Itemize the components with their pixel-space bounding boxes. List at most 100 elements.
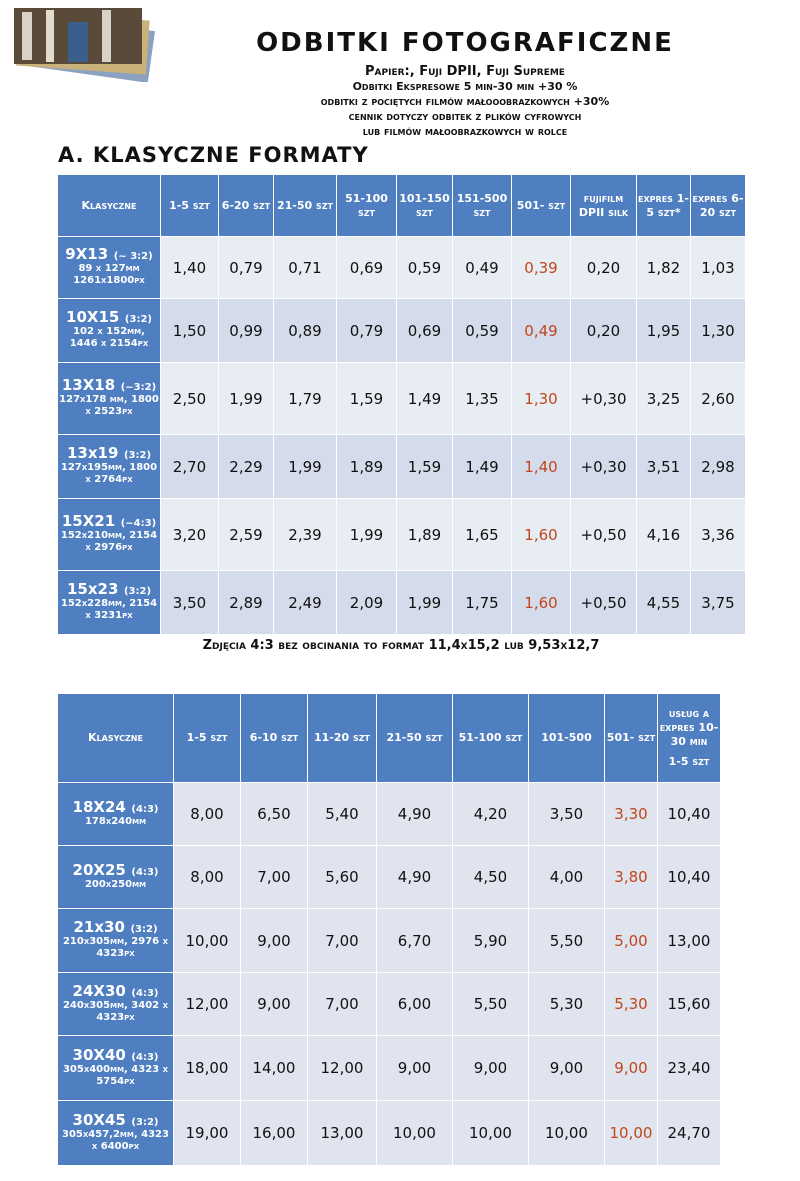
price-cell: 2,29 xyxy=(218,434,274,499)
price-cell: 4,50 xyxy=(452,845,529,909)
price-cell: 9,00 xyxy=(528,1035,605,1101)
header-cell: usług a expres 10-30 min 1-5 szt xyxy=(657,693,721,783)
price-cell: +0,50 xyxy=(570,498,637,571)
details: 127x195mm, 1800 x 2764px xyxy=(60,462,158,485)
format-cell: 30X40 (4:3) 305x400mm, 4323 x 5754px xyxy=(57,1035,174,1101)
subtitle-line: cennik dotyczy odbitek z plików cyfrowyc… xyxy=(348,110,582,123)
price-cell: 10,00 xyxy=(173,908,241,973)
price-cell: 2,50 xyxy=(160,362,219,435)
header-cell: 51-100 szt xyxy=(336,174,397,237)
header-text: 51-100 szt xyxy=(345,191,388,219)
price-cell: 12,00 xyxy=(173,972,241,1036)
row: 15X21 (~4:3) 152x210mm, 2154 x 2976px 3,20… xyxy=(57,498,746,571)
header-text: 1-5 szt xyxy=(186,731,228,744)
price-cell: 10,40 xyxy=(657,782,721,846)
header-cell: expres 1-5 szt* xyxy=(636,174,691,237)
details: 152x228mm, 2154 x 3231px xyxy=(60,598,158,621)
price-cell: 4,90 xyxy=(376,782,453,846)
format-cell: 10X15 (3:2) 102 x 152mm, 1446 x 2154px xyxy=(57,298,161,363)
format: 21x30 xyxy=(73,918,125,936)
price-cell: 1,99 xyxy=(218,362,274,435)
header-cell: 6-10 szt xyxy=(240,693,308,783)
format-cell: 21x30 (3:2) 210x305mm, 2976 x 4323px xyxy=(57,908,174,973)
header-text: 6-10 szt xyxy=(249,731,299,744)
header-cell: 501- szt xyxy=(511,174,571,237)
format: 9X13 xyxy=(65,245,109,263)
header-text: 21-50 szt xyxy=(276,198,334,212)
row: 9X13 (~ 3:2) 89 x 127mm 1261x1800px 1,40 0,… xyxy=(57,236,746,299)
ratio: (~4:3) xyxy=(120,518,157,529)
row: 13X18 (~3:2) 127x178 mm, 1800 x 2523px 2,5… xyxy=(57,362,746,435)
header-text: 11-20 szt xyxy=(313,731,371,744)
price-cell: 0,49 xyxy=(452,236,512,299)
ratio: (4:3) xyxy=(131,987,159,999)
price-cell: 1,79 xyxy=(273,362,337,435)
format-cell: 24X30 (4:3) 240x305mm, 3402 x 4323px xyxy=(57,972,174,1036)
price-cell: 4,00 xyxy=(528,845,605,909)
price-cell: 3,80 xyxy=(604,845,658,909)
price-cell: +0,30 xyxy=(570,362,637,435)
price-cell: 1,59 xyxy=(396,434,453,499)
subtitle-line: Papier:, Fuji DPII, Fuji Supreme xyxy=(365,64,565,79)
price-cell: 3,25 xyxy=(636,362,691,435)
price-cell: 1,03 xyxy=(690,236,746,299)
price-cell: 0,20 xyxy=(570,236,637,299)
price-cell: 8,00 xyxy=(173,782,241,846)
header-text: expres 6-20 szt xyxy=(692,191,744,219)
header-text: 501- szt xyxy=(606,731,656,744)
price-cell: 9,00 xyxy=(376,1035,453,1101)
price-cell: 0,59 xyxy=(396,236,453,299)
price-cell: 1,60 xyxy=(511,498,571,571)
price-cell: 16,00 xyxy=(240,1100,308,1166)
details: 102 x 152mm, 1446 x 2154px xyxy=(69,326,149,349)
subtitle-lines: Papier:, Fuji DPII, Fuji Supreme Odbitki … xyxy=(180,64,750,139)
price-table-1: Klasyczne 1-5 szt 6-20 szt 21-50 szt 51-100 … xyxy=(57,174,746,635)
details: 89 x 127mm 1261x1800px xyxy=(73,263,145,286)
header-text: 501- szt xyxy=(516,198,566,212)
price-cell: 1,30 xyxy=(511,362,571,435)
price-cell: 5,60 xyxy=(307,845,377,909)
header-cell: fujifilm DPII silk xyxy=(570,174,637,237)
photo-stack xyxy=(14,8,155,82)
price-cell: 0,69 xyxy=(396,298,453,363)
price-cell: 14,00 xyxy=(240,1035,308,1101)
format: 10X15 xyxy=(66,308,120,326)
price-cell: 1,40 xyxy=(160,236,219,299)
price-cell: 0,79 xyxy=(218,236,274,299)
row: 30X45 (3:2) 305x457,2mm, 4323 x 6400px 19,… xyxy=(57,1100,721,1166)
ratio: (3:2) xyxy=(123,586,152,597)
price-cell: 9,00 xyxy=(240,908,308,973)
ratio: (3:2) xyxy=(130,924,158,935)
price-cell: 1,89 xyxy=(336,434,397,499)
price-cell: 3,36 xyxy=(690,498,746,571)
header-cell: 1-5 szt xyxy=(173,693,241,783)
price-cell: 3,30 xyxy=(604,782,658,846)
header-cell: 101-150 szt xyxy=(396,174,453,237)
price-cell: 8,00 xyxy=(173,845,241,909)
title: ODBITKI FOTOGRAFICZNE xyxy=(256,28,674,58)
price-cell: 10,00 xyxy=(452,1100,529,1166)
ratio: (~3:2) xyxy=(120,382,157,393)
details: 152x210mm, 2154 x 2976px xyxy=(60,530,158,553)
header-text: 1-5 szt xyxy=(169,198,210,212)
ratio: (3:2) xyxy=(131,1116,159,1128)
row: 30X40 (4:3) 305x400mm, 4323 x 5754px 18,00… xyxy=(57,1035,721,1101)
details: 305x457,2mm, 4323 x 6400px xyxy=(62,1128,169,1152)
ratio: (~ 3:2) xyxy=(113,251,153,262)
price-cell: 9,00 xyxy=(604,1035,658,1101)
price-cell: 2,89 xyxy=(218,570,274,635)
price-cell: 1,99 xyxy=(273,434,337,499)
price-cell: 10,40 xyxy=(657,845,721,909)
price-cell: 2,09 xyxy=(336,570,397,635)
price-cell: 1,65 xyxy=(452,498,512,571)
price-cell: 18,00 xyxy=(173,1035,241,1101)
format-cell: 15X21 (~4:3) 152x210mm, 2154 x 2976px xyxy=(57,498,161,571)
header-cell: 51-100 szt xyxy=(452,693,529,783)
header-text: 51-100 szt xyxy=(458,731,523,744)
price-cell: 1,30 xyxy=(690,298,746,363)
price-cell: 2,59 xyxy=(218,498,274,571)
header-row: Klasyczne 1-5 szt 6-20 szt 21-50 szt 51-100 … xyxy=(57,174,746,237)
price-cell: 5,30 xyxy=(528,972,605,1036)
price-cell: 5,40 xyxy=(307,782,377,846)
